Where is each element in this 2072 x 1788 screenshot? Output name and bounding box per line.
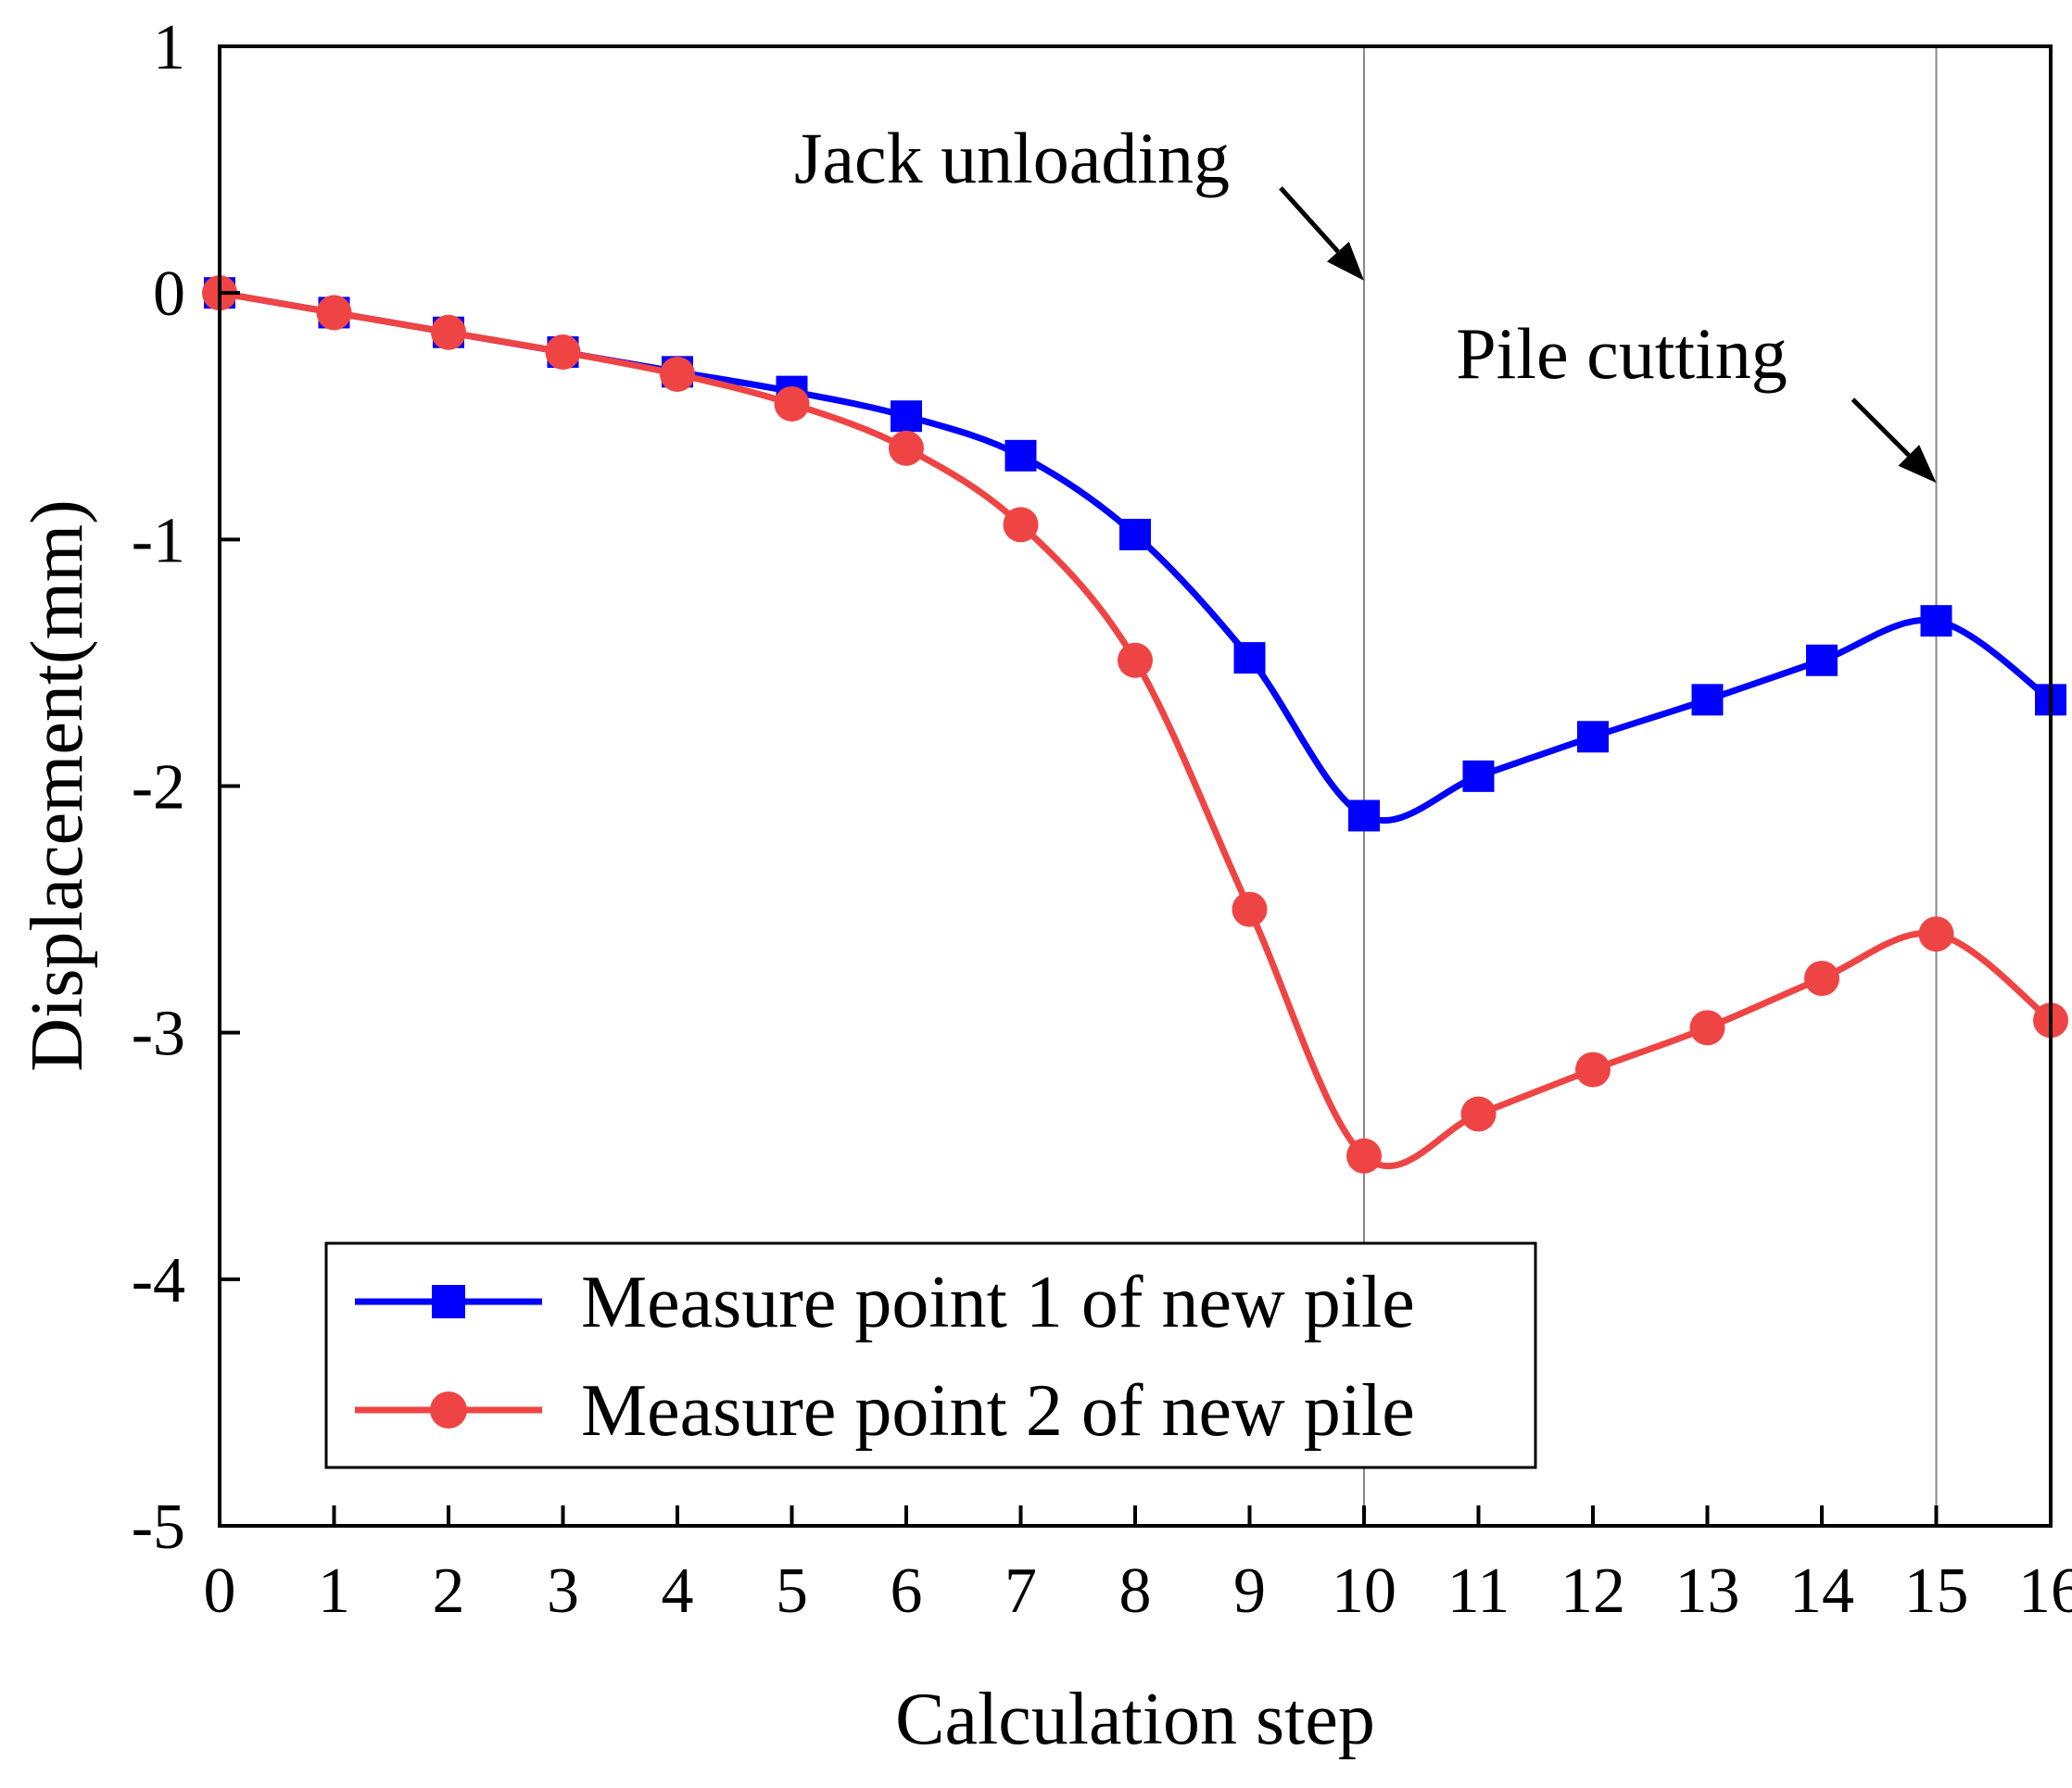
x-tick-label-5: 5 — [776, 1555, 808, 1627]
x-axis-title: Calculation step — [895, 1679, 1375, 1760]
series-1-point-13 — [1691, 684, 1724, 716]
legend-label-series-2: Measure point 2 of new pile — [581, 1370, 1415, 1452]
legend-marker-series-1 — [432, 1285, 465, 1318]
x-tick-label-6: 6 — [891, 1555, 923, 1627]
series-2-point-15 — [1918, 916, 1954, 952]
arrow-shaft-2 — [1851, 397, 1911, 458]
x-tick-label-0: 0 — [204, 1555, 236, 1627]
arrow-head-1 — [1327, 241, 1364, 281]
series-2-point-1 — [316, 295, 352, 331]
series-2-point-2 — [431, 314, 466, 350]
y-tick-label--3: -3 — [132, 999, 185, 1070]
series-2-point-4 — [660, 357, 695, 393]
y-axis-title: Displacement(mm) — [17, 499, 98, 1072]
series-2-point-8 — [1118, 642, 1153, 678]
y-tick-label--2: -2 — [132, 752, 185, 824]
series-1-point-6 — [891, 400, 922, 433]
annotation-arrows — [1279, 186, 1937, 484]
annotation-jack-unloading: Jack unloading — [794, 118, 1230, 198]
series-1-point-15 — [1920, 605, 1952, 637]
x-tick-label-13: 13 — [1675, 1555, 1740, 1627]
x-tick-label-7: 7 — [1004, 1555, 1037, 1627]
series-1-point-12 — [1577, 721, 1609, 753]
series-2-point-6 — [889, 430, 924, 466]
legend-box — [324, 1241, 1537, 1469]
series-2-point-3 — [545, 334, 581, 371]
series-2-point-5 — [774, 385, 810, 422]
series-1-point-11 — [1462, 760, 1495, 792]
series-2-point-12 — [1575, 1051, 1611, 1088]
x-tick-label-12: 12 — [1560, 1555, 1625, 1627]
series-2-point-14 — [1804, 961, 1839, 997]
series-line-2 — [216, 289, 2054, 1170]
legend-label-series-1: Measure point 1 of new pile — [581, 1262, 1415, 1343]
x-tick-label-4: 4 — [662, 1555, 694, 1627]
series-1-point-8 — [1119, 519, 1151, 551]
x-tick-label-1: 1 — [318, 1555, 350, 1627]
x-tick-label-8: 8 — [1119, 1555, 1152, 1627]
annotation-pile-cutting: Pile cutting — [1456, 313, 1787, 394]
series-2-point-11 — [1460, 1096, 1497, 1132]
x-tick-label-11: 11 — [1447, 1555, 1510, 1627]
x-tick-label-9: 9 — [1233, 1555, 1266, 1627]
series-2-point-13 — [1689, 1010, 1725, 1046]
series-1-point-10 — [1348, 800, 1380, 832]
x-tick-label-2: 2 — [433, 1555, 465, 1627]
series-1-point-7 — [1004, 439, 1037, 472]
y-tick-label--5: -5 — [132, 1492, 185, 1563]
arrow-shaft-1 — [1279, 186, 1340, 254]
series-layer — [202, 275, 2068, 1174]
arrow-head-2 — [1898, 445, 1937, 484]
series-1-point-9 — [1233, 642, 1266, 674]
legend: Measure point 1 of new pile Measure poin… — [324, 1241, 1537, 1469]
y-tick-label-1: 1 — [153, 12, 185, 83]
x-tick-label-15: 15 — [1904, 1555, 1969, 1627]
x-tick-label-10: 10 — [1332, 1555, 1396, 1627]
x-tick-label-14: 14 — [1789, 1555, 1854, 1627]
x-tick-label-3: 3 — [547, 1555, 579, 1627]
series-2-point-9 — [1232, 891, 1268, 927]
x-tick-label-16: 16 — [2018, 1555, 2072, 1627]
y-tick-label--4: -4 — [132, 1245, 185, 1316]
series-2-point-7 — [1003, 507, 1039, 543]
series-2-point-10 — [1346, 1138, 1382, 1174]
series-1-point-14 — [1806, 644, 1838, 676]
axis-ticks — [218, 44, 2053, 1528]
legend-marker-series-2 — [430, 1391, 467, 1429]
y-tick-label--1: -1 — [132, 505, 185, 576]
y-tick-label-0: 0 — [153, 258, 185, 330]
